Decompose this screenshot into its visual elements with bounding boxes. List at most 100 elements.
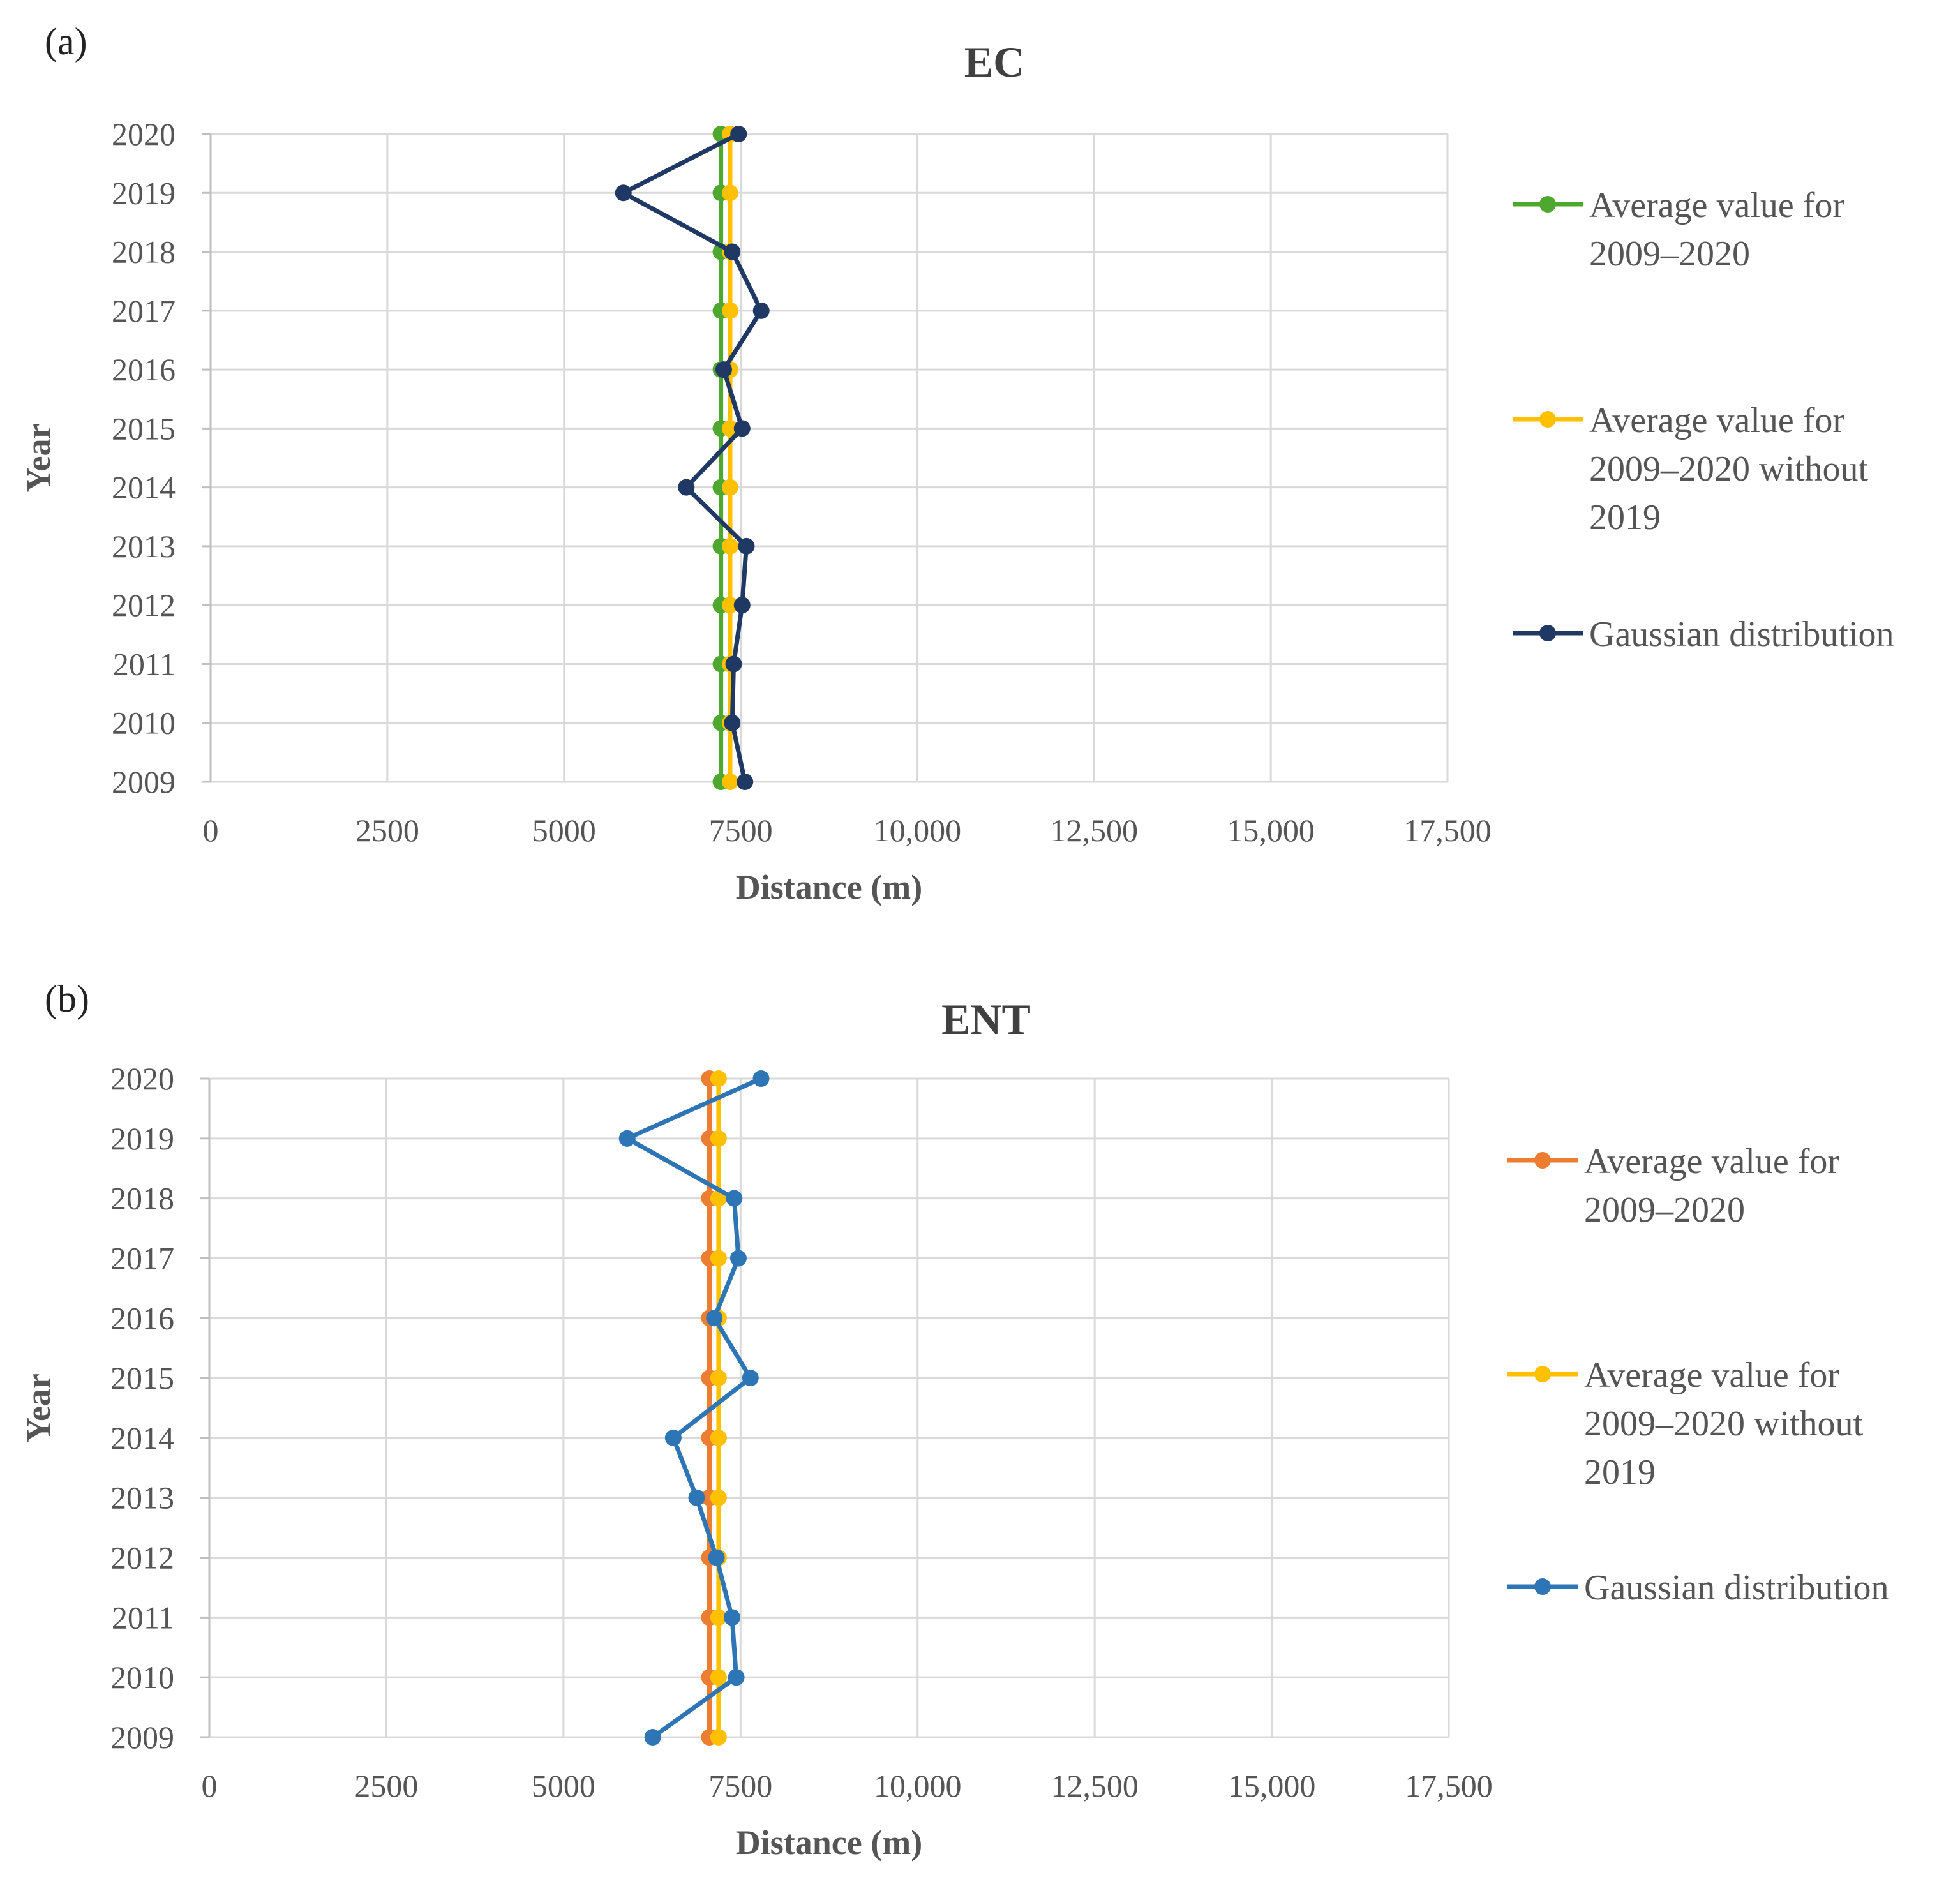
x-tick-label: 0 [202,1768,218,1804]
data-point [733,597,751,614]
y-tick-label: 2010 [112,705,176,741]
y-tick-label: 2009 [112,764,176,800]
data-point [728,1669,745,1686]
y-tick-label: 2018 [110,1181,174,1216]
chart-ec: (a) EC 0 2500 5000 7500 10,000 12,500 15,000 17,5… [19,20,1894,906]
panel-label: (a) [45,20,87,63]
x-tick-label: 15,000 [1228,1768,1316,1804]
y-tick-label: 2020 [112,116,176,152]
x-tick-label: 5000 [532,812,596,848]
data-point [618,1130,636,1147]
data-point [725,655,742,673]
y-tick-label: 2010 [110,1659,174,1695]
data-point [710,1130,727,1147]
y-tick-label: 2019 [110,1121,174,1156]
x-tick-label: 17,500 [1403,812,1492,848]
legend-swatch-marker [1539,196,1556,213]
data-point [721,184,738,202]
series-line-3 [625,1076,762,1739]
legend-label: Average value for [1589,186,1844,225]
data-point [737,774,754,790]
y-tick-label: 2017 [112,293,176,329]
y-tick-label: 2009 [110,1719,174,1755]
x-tick-label: 10,000 [874,812,962,848]
legend-swatch-marker [1539,411,1556,428]
x-tick-label: 7500 [709,812,773,848]
x-tick-label: 12,500 [1051,1768,1139,1804]
legend-label: 2019 [1584,1453,1656,1492]
legend-label: 2009–2020 without [1584,1404,1864,1444]
x-tick-label: 5000 [532,1768,595,1804]
panel-label: (b) [45,978,89,1020]
legend-item: Average value for 2009–2020 [1513,186,1844,274]
legend-label: Average value for [1584,1142,1839,1181]
data-point [730,126,747,142]
x-tick-label: 7500 [708,1768,772,1804]
legend-swatch-marker [1534,1366,1551,1382]
data-point [710,1070,727,1087]
y-tick-label: 2013 [110,1480,174,1516]
data-point [721,479,738,496]
chart-title: EC [964,38,1024,86]
legend-swatch-marker [1534,1578,1551,1595]
y-axis-title: Year [19,1373,57,1442]
data-point [715,361,732,378]
data-point [706,1310,723,1327]
y-tick-label: 2015 [112,410,176,446]
x-tick-label: 0 [203,812,219,848]
legend-item: Gaussian distribution [1513,615,1894,654]
legend-label: 2019 [1589,498,1661,537]
series-line-3 [621,131,764,782]
legend-swatch-marker [1534,1152,1551,1169]
legend-label: Average value for [1589,401,1844,440]
x-tick-label: 2500 [354,1768,418,1804]
data-point [726,1190,743,1207]
data-point [710,1429,727,1446]
data-point [721,774,738,790]
data-point [724,714,741,731]
data-point [721,302,738,319]
y-tick-label: 2012 [110,1540,174,1576]
data-point [710,1609,727,1626]
y-tick-label: 2011 [113,646,176,682]
y-tick-label: 2019 [112,175,176,211]
y-tick-label: 2011 [112,1599,174,1635]
data-point [710,1729,727,1746]
y-tick-label: 2012 [112,587,176,623]
y-tick-label: 2015 [110,1360,174,1396]
x-tick-label: 15,000 [1227,812,1315,848]
y-tick-label: 2014 [112,470,176,505]
x-axis-title: Distance (m) [736,868,922,906]
data-point [733,420,751,437]
legend-label: Gaussian distribution [1589,615,1894,654]
data-point [664,1429,682,1446]
data-point [752,1070,770,1087]
data-point [688,1489,705,1506]
data-point [721,537,738,555]
y-axis-title: Year [19,424,57,493]
legend-label: 2009–2020 [1584,1190,1745,1230]
legend-label: Gaussian distribution [1584,1568,1889,1608]
y-tick-label: 2017 [110,1240,174,1276]
data-point [729,1250,747,1267]
legend-label: 2009–2020 without [1589,449,1869,489]
legend-label: 2009–2020 [1589,234,1750,274]
legend-item: Average value for 2009–2020 without 2019 [1513,401,1869,537]
y-tick-label: 2016 [110,1300,174,1336]
y-tick-label: 2013 [112,528,176,564]
y-tick-label: 2014 [110,1420,174,1456]
data-point [738,537,755,555]
data-point [708,1549,725,1566]
data-point [724,243,741,260]
y-tick-label: 2020 [110,1061,174,1096]
chart-ent: (b) ENT 0 2500 5000 7500 10,000 12,500 15,000 17,… [19,978,1889,1862]
legend-label: Average value for [1584,1356,1839,1395]
x-axis-title: Distance (m) [736,1823,922,1862]
y-tick-label: 2018 [112,234,176,270]
x-tick-label: 2500 [355,812,419,848]
data-point [678,479,695,496]
data-point [723,1609,740,1626]
legend-item: Gaussian distribution [1507,1568,1889,1608]
y-tick-label: 2016 [112,352,176,387]
